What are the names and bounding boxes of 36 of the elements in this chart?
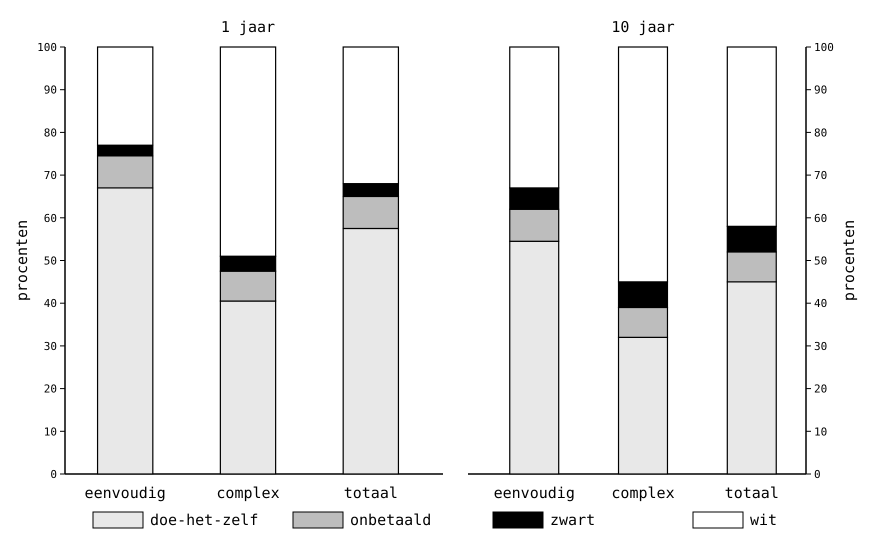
y-tick-label: 70: [44, 169, 57, 182]
y2-tick-label: 30: [814, 340, 828, 353]
y2-tick-label: 80: [814, 126, 828, 140]
y2-tick-label: 0: [814, 468, 821, 481]
y-tick-label: 0: [50, 468, 57, 481]
y2-tick-label: 100: [814, 41, 834, 54]
y2-tick-label: 50: [814, 254, 828, 268]
x-tick-label: totaal: [724, 484, 779, 502]
y-tick-label: 90: [44, 84, 57, 97]
y-tick-label: 80: [44, 126, 57, 140]
x-tick-label: totaal: [344, 484, 398, 502]
x-tick-label: eenvoudig: [494, 484, 575, 502]
legend-label: wit: [750, 511, 778, 529]
y-tick-label: 20: [44, 382, 57, 396]
chart-title: 10 jaar: [611, 18, 675, 36]
y-tick-label: 60: [44, 212, 57, 225]
y2-tick-label: 70: [814, 169, 828, 182]
y2-tick-label: 40: [814, 297, 828, 310]
y2-tick-label: 90: [814, 84, 828, 97]
legend-label: zwart: [550, 511, 596, 529]
y-axis-title: procenten: [13, 220, 31, 302]
y-tick-label: 100: [37, 41, 57, 54]
legend-label: onbetaald: [350, 511, 432, 529]
y2-tick-label: 60: [814, 212, 828, 225]
x-tick-label: eenvoudig: [84, 484, 166, 502]
y2-axis-title: procenten: [840, 220, 858, 302]
x-tick-label: complex: [611, 484, 675, 502]
y2-tick-label: 10: [814, 425, 828, 438]
y-tick-label: 50: [44, 254, 57, 268]
x-tick-label: complex: [216, 484, 280, 502]
chart-title: 1 jaar: [220, 18, 276, 36]
y-tick-label: 40: [44, 297, 57, 310]
y2-tick-label: 20: [814, 382, 828, 396]
y-tick-label: 10: [44, 425, 57, 438]
legend-label: doe-het-zelf: [150, 511, 258, 529]
y-tick-label: 30: [44, 340, 57, 353]
